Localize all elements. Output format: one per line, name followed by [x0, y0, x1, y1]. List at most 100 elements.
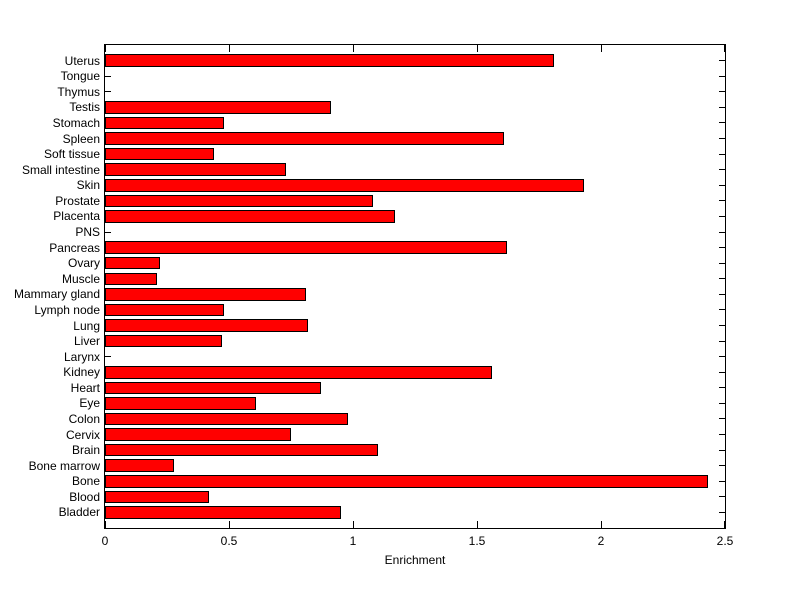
y-tick-label-thymus: Thymus — [57, 84, 100, 99]
y-axis-tick-right — [719, 91, 725, 93]
x-axis-tick — [476, 521, 478, 528]
y-tick-label-brain: Brain — [71, 443, 100, 458]
y-tick-label-testis: Testis — [69, 100, 100, 115]
plot-area — [104, 44, 726, 529]
y-tick-label-muscle: Muscle — [61, 271, 100, 286]
y-axis-tick — [105, 231, 111, 233]
y-axis-tick-right — [719, 465, 725, 467]
bar-blood — [105, 490, 210, 504]
x-axis-tick-top — [228, 45, 230, 52]
y-tick-label-soft-tissue: Soft tissue — [43, 147, 100, 162]
y-tick-label-colon: Colon — [68, 411, 100, 426]
y-axis-tick-right — [719, 247, 725, 248]
y-axis-tick-right — [719, 278, 725, 280]
bar-eye — [105, 397, 257, 410]
y-axis-tick-right — [719, 262, 725, 264]
x-tick-label-0: 0 — [101, 534, 109, 548]
x-axis-tick — [724, 521, 725, 528]
x-axis-tick — [105, 521, 106, 528]
bar-kidney — [105, 366, 492, 379]
bar-lung — [105, 319, 309, 332]
x-tick-label-1-5: 1.5 — [468, 534, 486, 548]
y-axis-tick-right — [719, 340, 725, 342]
bar-testis — [105, 101, 331, 114]
y-tick-label-stomach: Stomach — [52, 115, 100, 130]
y-tick-label-eye: Eye — [79, 396, 100, 411]
y-tick-label-pns: PNS — [75, 225, 100, 239]
x-tick-label-2-5: 2.5 — [716, 534, 734, 548]
y-tick-label-skin: Skin — [76, 178, 100, 193]
y-axis-tick-right — [719, 371, 725, 373]
x-axis-tick-top — [105, 45, 106, 52]
y-axis-tick-right — [719, 169, 725, 171]
x-axis-tick — [600, 521, 602, 528]
bar-liver — [105, 334, 222, 348]
x-axis-title: Enrichment — [384, 553, 446, 567]
y-tick-label-cervix: Cervix — [65, 427, 100, 442]
y-axis-tick-right — [719, 356, 725, 358]
y-tick-label-bladder: Bladder — [58, 505, 100, 520]
bar-bone-marrow — [105, 459, 175, 472]
bar-lymph-node — [105, 303, 224, 317]
bar-bone — [105, 475, 708, 488]
y-axis-tick-right — [719, 215, 725, 217]
bar-colon — [105, 412, 348, 426]
bar-pancreas — [105, 241, 507, 254]
bar-skin — [105, 179, 584, 192]
x-axis-tick-top — [724, 45, 725, 52]
x-axis-tick-top — [476, 45, 478, 52]
y-axis-tick-right — [719, 60, 725, 62]
y-axis-tick-right — [719, 480, 725, 482]
y-axis-tick-right — [719, 153, 725, 155]
y-axis-tick-right — [719, 309, 725, 311]
y-axis-tick — [105, 91, 111, 93]
bar-uterus — [105, 54, 554, 67]
bar-ovary — [105, 256, 160, 270]
y-axis-tick-right — [719, 402, 725, 404]
y-axis-tick-right — [719, 449, 725, 451]
x-tick-label-0-5: 0.5 — [220, 534, 238, 548]
x-axis-tick — [352, 521, 354, 528]
x-tick-label-1: 1 — [349, 534, 357, 548]
y-axis-tick-right — [719, 106, 725, 108]
bar-placenta — [105, 210, 396, 223]
y-axis-tick-right — [719, 184, 725, 186]
y-tick-label-tongue: Tongue — [60, 69, 100, 84]
y-axis-tick-right — [719, 200, 725, 202]
y-tick-label-pancreas: Pancreas — [49, 240, 100, 255]
y-tick-label-bone-marrow: Bone marrow — [28, 458, 100, 473]
y-tick-label-blood: Blood — [69, 489, 100, 504]
y-axis-tick-right — [719, 122, 725, 124]
y-tick-label-mammary-gland: Mammary gland — [13, 287, 100, 302]
y-tick-label-lung: Lung — [73, 318, 100, 333]
y-axis-tick-right — [719, 75, 725, 77]
bar-bladder — [105, 506, 341, 519]
y-axis-tick-right — [719, 434, 725, 435]
y-axis-tick-right — [719, 496, 725, 498]
bar-stomach — [105, 116, 224, 130]
bar-brain — [105, 443, 378, 457]
bar-prostate — [105, 194, 373, 208]
y-tick-label-bone: Bone — [71, 474, 100, 489]
x-tick-label-2: 2 — [597, 534, 605, 548]
y-axis-tick-right — [719, 325, 725, 326]
y-axis-tick — [105, 356, 111, 358]
y-axis-tick-right — [719, 138, 725, 139]
y-tick-label-lymph-node: Lymph node — [34, 302, 100, 317]
y-tick-label-uterus: Uterus — [64, 53, 100, 68]
y-tick-label-heart: Heart — [70, 380, 100, 395]
bar-small-intestine — [105, 163, 286, 176]
y-tick-label-liver: Liver — [73, 334, 100, 348]
y-axis-tick-right — [719, 293, 725, 295]
y-tick-label-spleen: Spleen — [62, 131, 100, 146]
y-tick-label-prostate: Prostate — [55, 193, 100, 208]
y-axis-tick-right — [719, 231, 725, 233]
x-axis-tick-top — [600, 45, 602, 52]
y-axis-tick — [105, 75, 111, 77]
y-axis-tick-right — [719, 387, 725, 389]
y-tick-label-ovary: Ovary — [67, 256, 100, 271]
bar-cervix — [105, 428, 291, 441]
bar-soft-tissue — [105, 147, 215, 161]
y-tick-label-small-intestine: Small intestine — [21, 162, 100, 177]
